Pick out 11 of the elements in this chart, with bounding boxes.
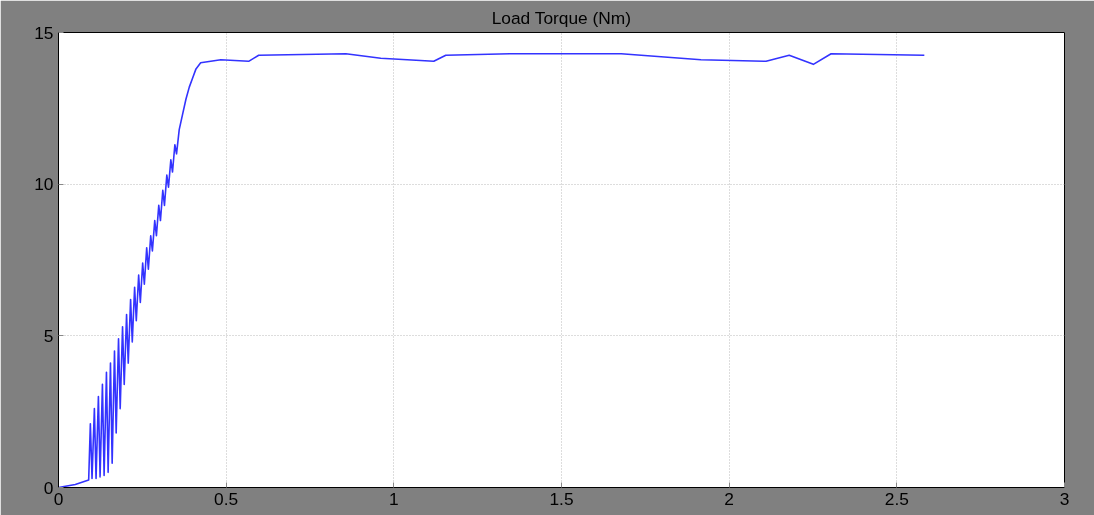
- x-tick-label: 1.5: [549, 488, 574, 509]
- x-tick-label: 0.5: [214, 488, 239, 509]
- x-tick-label: 3: [1059, 488, 1070, 509]
- y-tick-label: 5: [43, 325, 54, 346]
- y-tick-label: 15: [34, 22, 54, 43]
- y-tick-label: 10: [34, 174, 54, 195]
- chart-title: Load Torque (Nm): [491, 7, 632, 28]
- x-tick-label: 2.5: [884, 488, 909, 509]
- x-tick-label: 1: [389, 488, 399, 509]
- x-tick-label: 2: [724, 488, 734, 509]
- line-series: [58, 52, 926, 488]
